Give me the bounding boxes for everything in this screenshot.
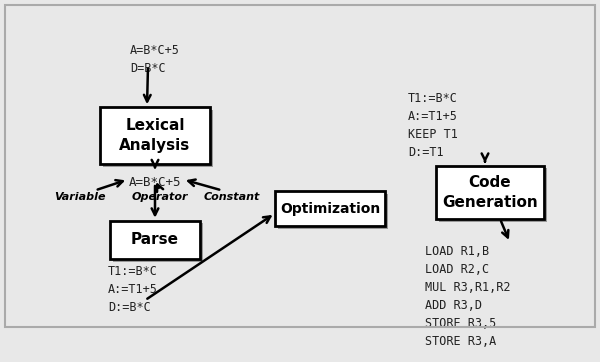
Text: Lexical
Analysis: Lexical Analysis [119, 118, 191, 153]
Text: T1:=B*C
A:=T1+5
KEEP T1
D:=T1: T1:=B*C A:=T1+5 KEEP T1 D:=T1 [408, 92, 458, 159]
Bar [436, 166, 544, 219]
Text: Operator: Operator [132, 192, 188, 202]
Bar [439, 168, 547, 222]
Bar [113, 223, 203, 262]
Bar [275, 191, 385, 226]
Text: Optimization: Optimization [280, 202, 380, 216]
Text: LOAD R1,B
LOAD R2,C
MUL R3,R1,R2
ADD R3,D
STORE R3,5
STORE R3,A: LOAD R1,B LOAD R2,C MUL R3,R1,R2 ADD R3,… [425, 245, 511, 348]
Text: Constant: Constant [204, 192, 260, 202]
Text: T1:=B*C
A:=T1+5
D:=B*C: T1:=B*C A:=T1+5 D:=B*C [108, 265, 158, 315]
Text: Parse: Parse [131, 232, 179, 247]
Bar [278, 194, 388, 229]
Text: A=B*C+5: A=B*C+5 [129, 176, 181, 189]
Text: A=B*C+5
D=B*C: A=B*C+5 D=B*C [130, 44, 180, 75]
Text: Code
Generation: Code Generation [442, 175, 538, 210]
Bar [103, 110, 213, 167]
Bar [110, 220, 200, 259]
Text: Variable: Variable [54, 192, 106, 202]
Bar [100, 107, 210, 164]
